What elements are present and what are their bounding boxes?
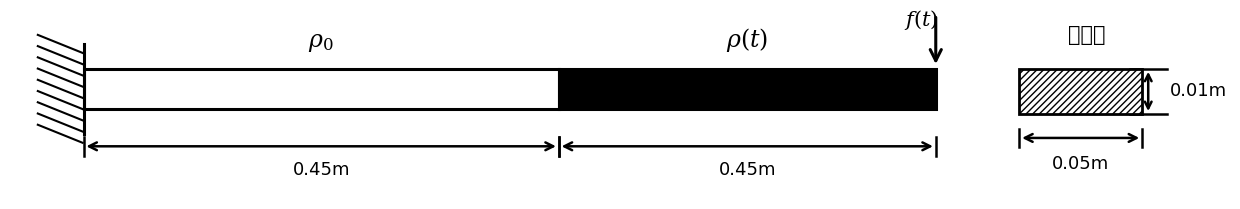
Text: 横截面: 横截面 <box>1069 25 1106 45</box>
Bar <box>1019 69 1142 114</box>
Text: 0.45m: 0.45m <box>293 161 350 179</box>
Bar <box>559 69 936 109</box>
Bar <box>83 69 559 109</box>
Text: $\rho(t)$: $\rho(t)$ <box>727 26 769 54</box>
Text: 0.05m: 0.05m <box>1052 155 1110 173</box>
Text: 0.45m: 0.45m <box>718 161 776 179</box>
Text: $f(t)$: $f(t)$ <box>904 8 937 32</box>
Text: $\rho_0$: $\rho_0$ <box>309 30 334 54</box>
Text: 0.01m: 0.01m <box>1171 82 1228 101</box>
